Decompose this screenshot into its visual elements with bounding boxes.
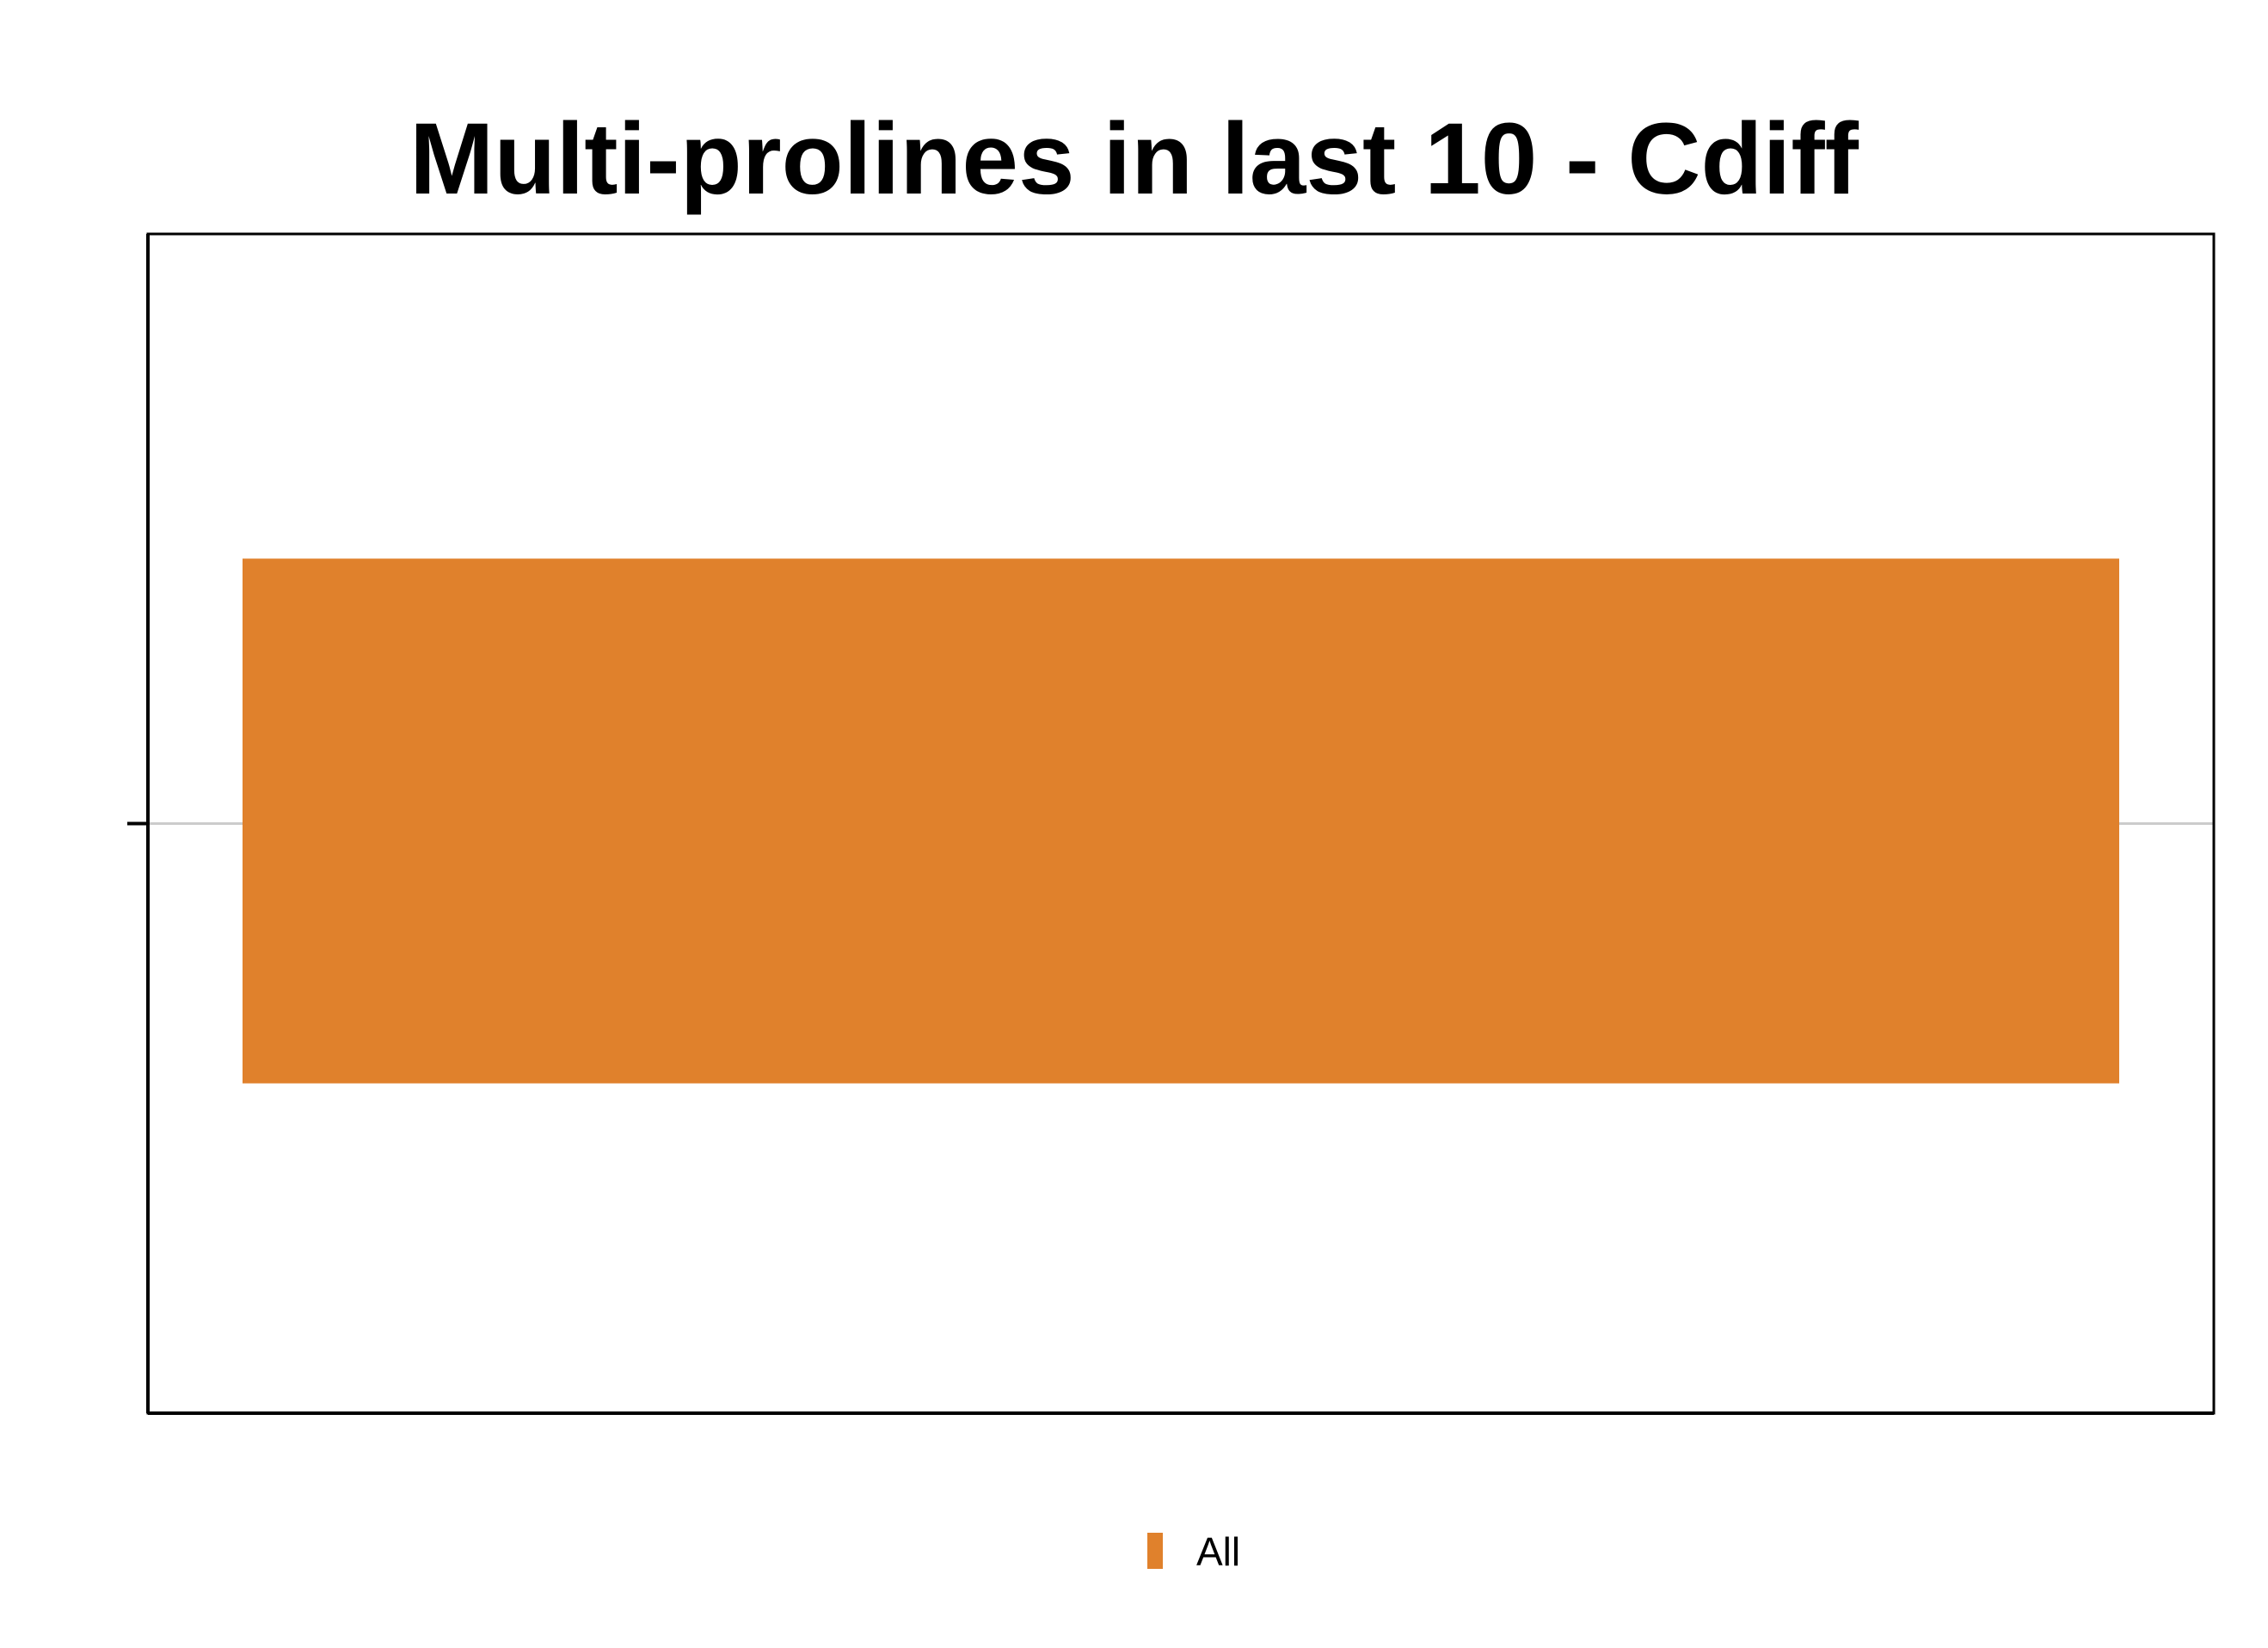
chart-title: Multi-prolines in last 10 - Cdiff: [409, 102, 1859, 216]
bar: [243, 558, 2119, 1084]
legend-swatch: [1147, 1533, 1163, 1569]
axes-layer: [127, 232, 2216, 1415]
legend-label: All: [1196, 1529, 1240, 1574]
legend: All: [1147, 1529, 1240, 1574]
bars-layer: [243, 558, 2119, 1084]
